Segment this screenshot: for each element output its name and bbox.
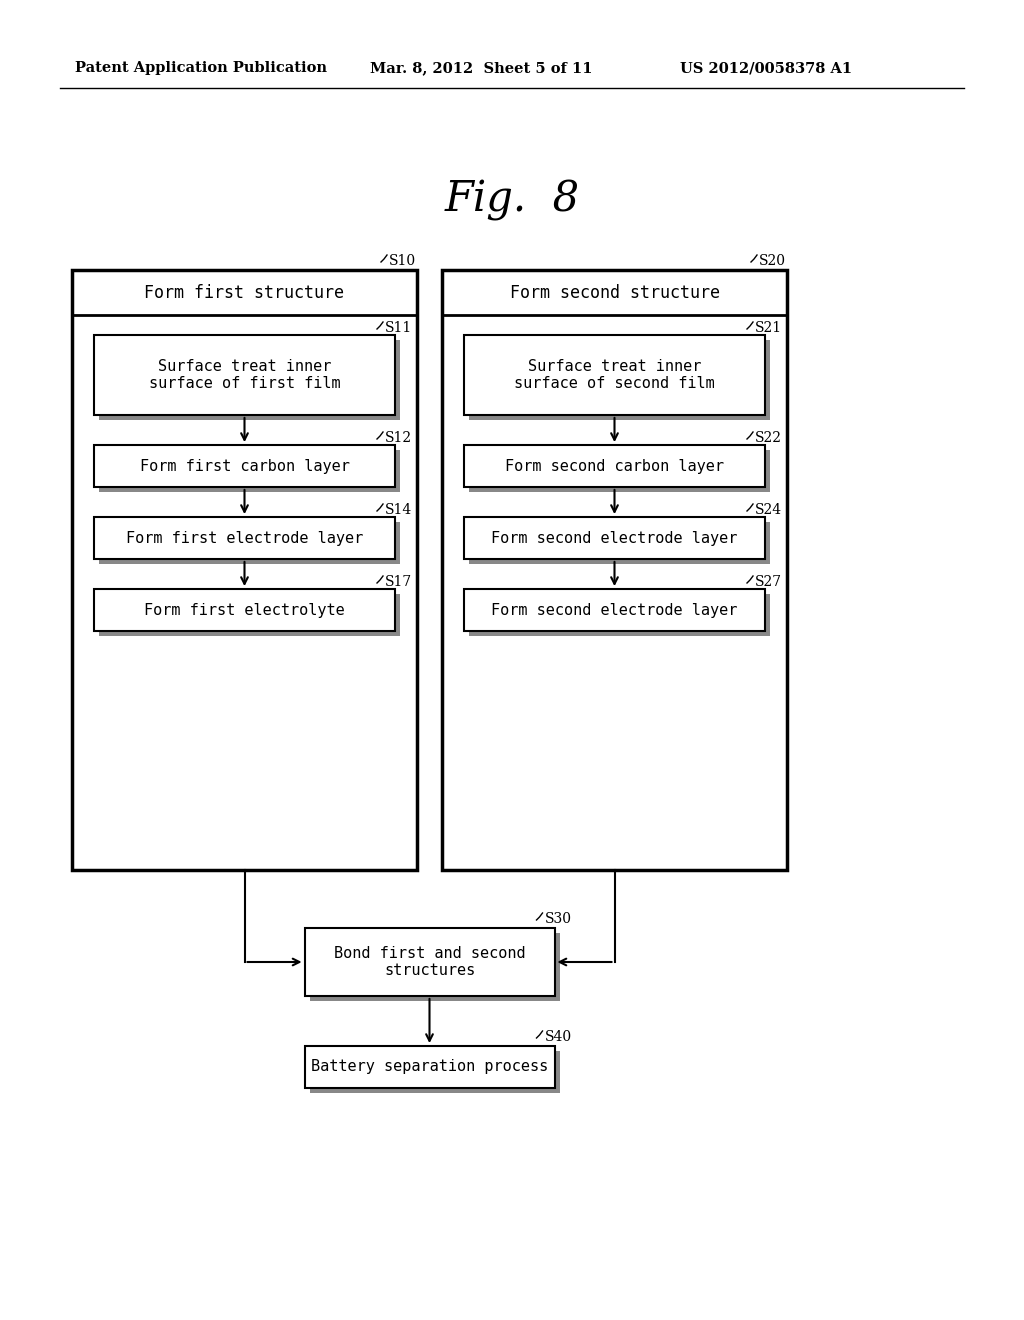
- Bar: [99, 594, 400, 636]
- Bar: [304, 1045, 555, 1088]
- Bar: [309, 1051, 559, 1093]
- Bar: [469, 594, 770, 636]
- Bar: [469, 450, 770, 492]
- Bar: [469, 341, 770, 420]
- Bar: [442, 271, 787, 870]
- Text: S24: S24: [755, 503, 782, 517]
- Bar: [99, 521, 400, 564]
- Bar: [94, 589, 395, 631]
- Text: S40: S40: [545, 1030, 571, 1044]
- Text: S27: S27: [755, 576, 782, 589]
- Text: S22: S22: [755, 432, 782, 445]
- Bar: [304, 928, 555, 997]
- Text: Battery separation process: Battery separation process: [311, 1060, 548, 1074]
- Bar: [94, 517, 395, 558]
- Text: S17: S17: [385, 576, 413, 589]
- Bar: [99, 341, 400, 420]
- Text: S21: S21: [755, 321, 782, 335]
- Bar: [94, 445, 395, 487]
- Text: Form second carbon layer: Form second carbon layer: [505, 458, 724, 474]
- Text: Form second electrode layer: Form second electrode layer: [492, 602, 737, 618]
- Text: S11: S11: [385, 321, 413, 335]
- Text: Surface treat inner
surface of first film: Surface treat inner surface of first fil…: [148, 359, 340, 391]
- Bar: [464, 589, 765, 631]
- Bar: [464, 445, 765, 487]
- Text: Form first structure: Form first structure: [144, 284, 344, 301]
- Text: Mar. 8, 2012  Sheet 5 of 11: Mar. 8, 2012 Sheet 5 of 11: [370, 61, 593, 75]
- Bar: [309, 933, 559, 1001]
- Text: Form second structure: Form second structure: [510, 284, 720, 301]
- Bar: [94, 335, 395, 414]
- Bar: [99, 450, 400, 492]
- Text: S14: S14: [385, 503, 413, 517]
- Text: Surface treat inner
surface of second film: Surface treat inner surface of second fi…: [514, 359, 715, 391]
- Text: Form second electrode layer: Form second electrode layer: [492, 531, 737, 545]
- Text: Form first electrode layer: Form first electrode layer: [126, 531, 364, 545]
- Bar: [464, 335, 765, 414]
- Text: S30: S30: [545, 912, 571, 927]
- Bar: [469, 521, 770, 564]
- Bar: [72, 271, 417, 870]
- Text: Patent Application Publication: Patent Application Publication: [75, 61, 327, 75]
- Text: Form first carbon layer: Form first carbon layer: [139, 458, 349, 474]
- Text: Bond first and second
structures: Bond first and second structures: [334, 946, 525, 978]
- Text: Fig.  8: Fig. 8: [444, 180, 580, 220]
- Bar: [464, 517, 765, 558]
- Text: US 2012/0058378 A1: US 2012/0058378 A1: [680, 61, 852, 75]
- Text: Form first electrolyte: Form first electrolyte: [144, 602, 345, 618]
- Text: S10: S10: [389, 253, 416, 268]
- Text: S20: S20: [759, 253, 786, 268]
- Text: S12: S12: [385, 432, 412, 445]
